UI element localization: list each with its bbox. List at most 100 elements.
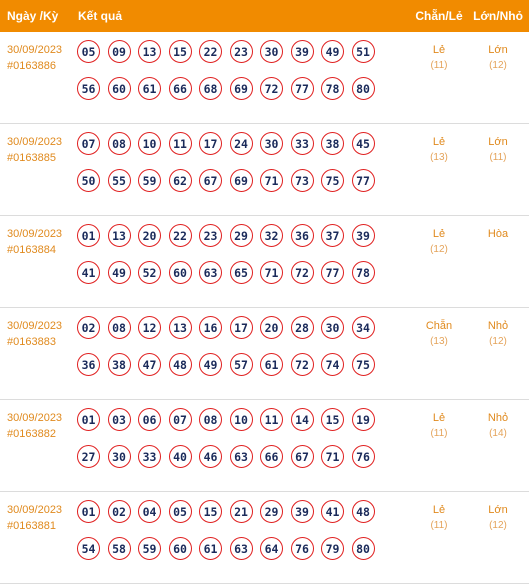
number-ball: 60: [168, 261, 192, 284]
number-ball: 61: [260, 353, 283, 376]
even-odd-cell: Lẻ (11): [410, 42, 468, 74]
even-odd-value: Lẻ: [432, 44, 446, 56]
big-small-cell: Lớn (12): [470, 42, 526, 74]
ball-row: 07 08 10 11 17 24 30 33 38 45: [77, 132, 387, 155]
even-odd-count: (12): [430, 244, 448, 255]
even-odd-cell: Lẻ (12): [410, 226, 468, 258]
result-balls: 02 08 12 13 16 17 20 28 30 34 36 38 47 48 49 57 61 72 74 75: [77, 316, 387, 390]
draw-number[interactable]: #0163885: [7, 152, 56, 164]
number-ball: 49: [199, 353, 222, 376]
ball-row: 01 02 04 05 15 21 29 39 41 48: [77, 500, 387, 523]
ball-row: 56 60 61 66 68 69 72 77 78 80: [77, 77, 387, 100]
draw-number[interactable]: #0163881: [7, 520, 56, 532]
draw-number[interactable]: #0163886: [7, 60, 56, 72]
even-odd-value: Lẻ: [432, 228, 446, 240]
draw-number[interactable]: #0163882: [7, 428, 56, 440]
number-ball: 41: [77, 261, 100, 284]
number-ball: 37: [321, 224, 344, 247]
number-ball: 40: [168, 445, 192, 468]
number-ball: 58: [107, 537, 131, 560]
number-ball: 79: [321, 537, 344, 560]
result-balls: 07 08 10 11 17 24 30 33 38 45 50 55 59 62 67 69 71 73 75 77: [77, 132, 387, 206]
number-ball: 30: [321, 316, 344, 339]
number-ball: 32: [260, 224, 283, 247]
number-ball: 01: [77, 500, 100, 523]
number-ball: 67: [290, 445, 314, 468]
draw-info: 30/09/2023 #0163883: [7, 318, 62, 350]
number-ball: 38: [107, 353, 131, 376]
number-ball: 76: [290, 537, 314, 560]
big-small-value: Lớn: [488, 504, 508, 516]
table-header: Ngày /Kỳ Kết quả Chẵn/Lẻ Lớn/Nhỏ: [0, 0, 529, 32]
number-ball: 72: [260, 77, 283, 100]
big-small-value: Lớn: [488, 44, 508, 56]
number-ball: 17: [199, 132, 222, 155]
big-small-value: Nhỏ: [487, 320, 509, 332]
number-ball: 68: [199, 77, 222, 100]
draw-info: 30/09/2023 #0163884: [7, 226, 62, 258]
even-odd-count: (11): [430, 60, 448, 71]
number-ball: 10: [229, 408, 253, 431]
number-ball: 30: [260, 40, 283, 63]
table-body: 30/09/2023 #0163886 05 09 13 15 22 23 30 39 49 51 56…: [0, 32, 529, 584]
result-balls: 01 03 06 07 08 10 11 14 15 19 27 30 33 40 46 63 66 67 71 76: [77, 408, 387, 482]
number-ball: 12: [138, 316, 161, 339]
number-ball: 39: [290, 40, 314, 63]
number-ball: 74: [321, 353, 344, 376]
number-ball: 62: [168, 169, 192, 192]
even-odd-value: Chẵn: [425, 320, 453, 332]
number-ball: 17: [229, 316, 253, 339]
ball-row: 27 30 33 40 46 63 66 67 71 76: [77, 445, 387, 468]
number-ball: 54: [77, 537, 100, 560]
table-row: 30/09/2023 #0163885 07 08 10 11 17 24 30 33 38 45 50…: [0, 124, 529, 216]
number-ball: 23: [199, 224, 222, 247]
even-odd-count: (13): [430, 152, 448, 163]
big-small-cell: Nhỏ (12): [470, 318, 526, 350]
big-small-cell: Lớn (12): [470, 502, 526, 534]
number-ball: 63: [229, 445, 253, 468]
draw-number[interactable]: #0163883: [7, 336, 56, 348]
number-ball: 10: [138, 132, 161, 155]
number-ball: 72: [290, 261, 314, 284]
number-ball: 59: [138, 169, 161, 192]
big-small-cell: Nhỏ (14): [470, 410, 526, 442]
number-ball: 75: [351, 353, 375, 376]
ball-row: 54 58 59 60 61 63 64 76 79 80: [77, 537, 387, 560]
result-balls: 01 02 04 05 15 21 29 39 41 48 54 58 59 60 61 63 64 76 79 80: [77, 500, 387, 574]
number-ball: 19: [351, 408, 375, 431]
number-ball: 80: [351, 77, 375, 100]
number-ball: 08: [107, 316, 131, 339]
number-ball: 52: [138, 261, 161, 284]
number-ball: 71: [260, 261, 283, 284]
table-row: 30/09/2023 #0163881 01 02 04 05 15 21 29 39 41 48 54…: [0, 492, 529, 584]
number-ball: 76: [351, 445, 375, 468]
number-ball: 06: [138, 408, 161, 431]
number-ball: 45: [351, 132, 375, 155]
big-small-count: (11): [489, 152, 507, 163]
table-row: 30/09/2023 #0163883 02 08 12 13 16 17 20 28 30 34 36…: [0, 308, 529, 400]
number-ball: 51: [351, 40, 375, 63]
number-ball: 59: [138, 537, 161, 560]
header-result: Kết quả: [78, 9, 123, 23]
ball-row: 41 49 52 60 63 65 71 72 77 78: [77, 261, 387, 284]
draw-date: 30/09/2023: [7, 228, 63, 240]
number-ball: 55: [107, 169, 131, 192]
even-odd-count: (11): [430, 520, 448, 531]
even-odd-value: Lẻ: [432, 504, 446, 516]
number-ball: 33: [290, 132, 314, 155]
number-ball: 02: [107, 500, 131, 523]
draw-number[interactable]: #0163884: [7, 244, 56, 256]
number-ball: 63: [199, 261, 222, 284]
number-ball: 16: [199, 316, 222, 339]
even-odd-count: (11): [430, 428, 448, 439]
number-ball: 14: [290, 408, 314, 431]
draw-info: 30/09/2023 #0163886: [7, 42, 62, 74]
big-small-count: (12): [489, 520, 507, 531]
number-ball: 08: [199, 408, 222, 431]
number-ball: 15: [199, 500, 222, 523]
number-ball: 48: [351, 500, 375, 523]
number-ball: 01: [77, 224, 100, 247]
number-ball: 27: [77, 445, 100, 468]
number-ball: 46: [199, 445, 222, 468]
big-small-value: Hòa: [487, 228, 509, 240]
